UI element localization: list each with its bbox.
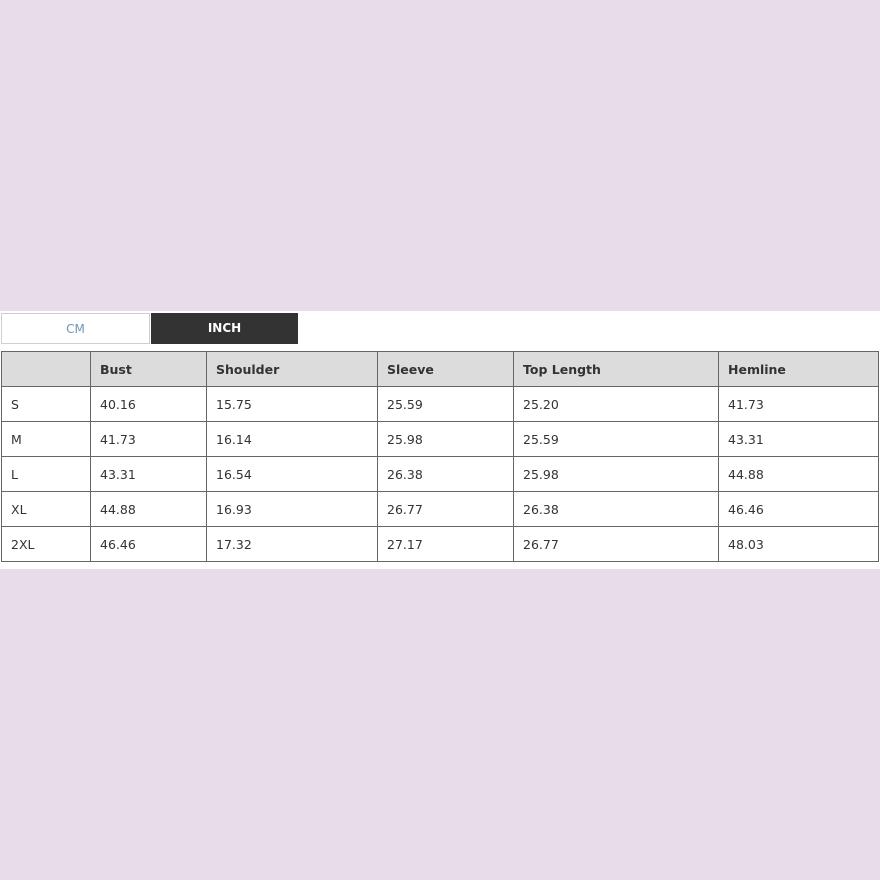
size-label: M xyxy=(1,421,91,457)
measurement-cell: 44.88 xyxy=(718,456,879,492)
measurement-cell: 25.20 xyxy=(513,386,719,422)
measurement-cell: 16.93 xyxy=(206,491,378,527)
measurement-cell: 16.54 xyxy=(206,456,378,492)
measurement-cell: 16.14 xyxy=(206,421,378,457)
measurement-cell: 41.73 xyxy=(90,421,207,457)
measurement-cell: 25.59 xyxy=(377,386,514,422)
table-header-row: Bust Shoulder Sleeve Top Length Hemline xyxy=(1,351,879,387)
measurement-cell: 43.31 xyxy=(90,456,207,492)
measurement-cell: 48.03 xyxy=(718,526,879,562)
measurement-cell: 25.98 xyxy=(377,421,514,457)
measurement-cell: 41.73 xyxy=(718,386,879,422)
column-header: Bust xyxy=(90,351,207,387)
measurement-cell: 27.17 xyxy=(377,526,514,562)
measurement-cell: 46.46 xyxy=(90,526,207,562)
measurement-cell: 26.77 xyxy=(377,491,514,527)
table-row: L 43.31 16.54 26.38 25.98 44.88 xyxy=(1,456,879,492)
column-header: Hemline xyxy=(718,351,879,387)
size-label: 2XL xyxy=(1,526,91,562)
measurement-cell: 26.77 xyxy=(513,526,719,562)
column-header: Shoulder xyxy=(206,351,378,387)
measurement-cell: 26.38 xyxy=(377,456,514,492)
measurement-cell: 46.46 xyxy=(718,491,879,527)
size-table: Bust Shoulder Sleeve Top Length Hemline S 40.… xyxy=(1,351,879,562)
table-row: XL 44.88 16.93 26.77 26.38 46.46 xyxy=(1,491,879,527)
measurement-cell: 25.59 xyxy=(513,421,719,457)
table-row: M 41.73 16.14 25.98 25.59 43.31 xyxy=(1,421,879,457)
measurement-cell: 25.98 xyxy=(513,456,719,492)
tab-cm[interactable]: CM xyxy=(1,313,150,344)
measurement-cell: 15.75 xyxy=(206,386,378,422)
measurement-cell: 26.38 xyxy=(513,491,719,527)
measurement-cell: 17.32 xyxy=(206,526,378,562)
table-row: S 40.16 15.75 25.59 25.20 41.73 xyxy=(1,386,879,422)
measurement-cell: 43.31 xyxy=(718,421,879,457)
size-label: L xyxy=(1,456,91,492)
tab-inch[interactable]: INCH xyxy=(151,313,298,344)
column-header xyxy=(1,351,91,387)
measurement-cell: 44.88 xyxy=(90,491,207,527)
column-header: Top Length xyxy=(513,351,719,387)
measurement-cell: 40.16 xyxy=(90,386,207,422)
size-label: S xyxy=(1,386,91,422)
column-header: Sleeve xyxy=(377,351,514,387)
table-row: 2XL 46.46 17.32 27.17 26.77 48.03 xyxy=(1,526,879,562)
size-label: XL xyxy=(1,491,91,527)
